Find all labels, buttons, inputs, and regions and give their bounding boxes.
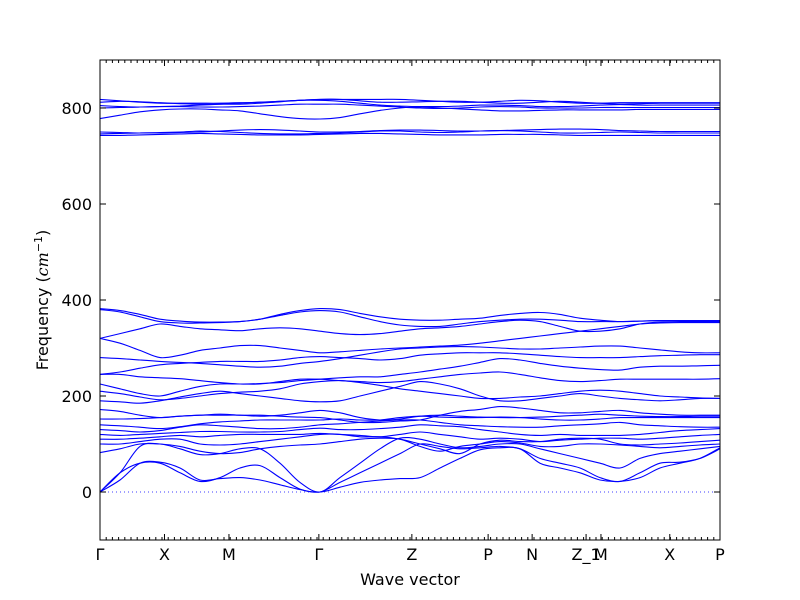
- band-line-18: [99, 322, 720, 359]
- x-tick-label: P: [483, 545, 493, 564]
- band-line-13: [99, 380, 721, 401]
- x-tick-label: X: [159, 545, 170, 564]
- y-tick-label: 0: [82, 483, 92, 502]
- x-tick-label: Γ: [96, 545, 105, 564]
- band-line-23: [99, 130, 720, 135]
- band-line-6: [99, 431, 721, 443]
- y-tick-label: 800: [61, 99, 92, 118]
- band-line-8: [99, 419, 721, 433]
- x-tick-label: P: [715, 545, 725, 564]
- x-tick-labels: Γ X M Γ Z P N Z_1M X P: [96, 545, 726, 565]
- band-line-16: [99, 352, 721, 375]
- band-line-28: [99, 98, 720, 105]
- x-tick-label: X: [664, 545, 675, 564]
- band-line-26: [99, 103, 720, 110]
- x-axis-label: Wave vector: [360, 570, 460, 589]
- y-axis-label: Frequency (cm−1): [32, 230, 52, 371]
- x-tick-label: Z_1: [572, 545, 601, 565]
- band-line-5: [99, 433, 721, 455]
- y-tick-labels: 0 200 400 600 800: [61, 99, 92, 502]
- band-line-19: [99, 319, 720, 339]
- y-tick-label: 200: [61, 387, 92, 406]
- band-line-3: [99, 436, 721, 493]
- x-tick-label: Γ: [314, 545, 323, 564]
- x-tick-label: M: [594, 545, 608, 564]
- y-axis-label-unit: cm: [33, 252, 52, 276]
- x-tick-label: M: [222, 545, 236, 564]
- band-line-15: [99, 357, 721, 385]
- band-line-7: [99, 424, 721, 436]
- band-line-12: [99, 380, 721, 404]
- band-line-22: [99, 132, 720, 136]
- y-axis-label-exponent: −1: [32, 236, 45, 252]
- band-line-4: [99, 437, 721, 455]
- band-lines: [99, 98, 721, 493]
- band-line-21: [99, 308, 720, 323]
- y-axis-label-close: ): [33, 230, 52, 236]
- band-line-11: [99, 405, 720, 424]
- band-line-29: [99, 98, 720, 104]
- x-tick-label: N: [526, 545, 538, 564]
- band-line-9: [99, 415, 720, 430]
- y-tick-label: 400: [61, 291, 92, 310]
- band-line-24: [99, 128, 720, 134]
- band-line-14: [99, 371, 721, 397]
- y-axis-label-text: Frequency (: [33, 276, 52, 370]
- band-line-17: [99, 345, 721, 368]
- x-tick-label: Z: [406, 545, 417, 564]
- band-line-2: [99, 443, 721, 493]
- y-tick-label: 600: [61, 195, 92, 214]
- plot-frame: [99, 59, 721, 541]
